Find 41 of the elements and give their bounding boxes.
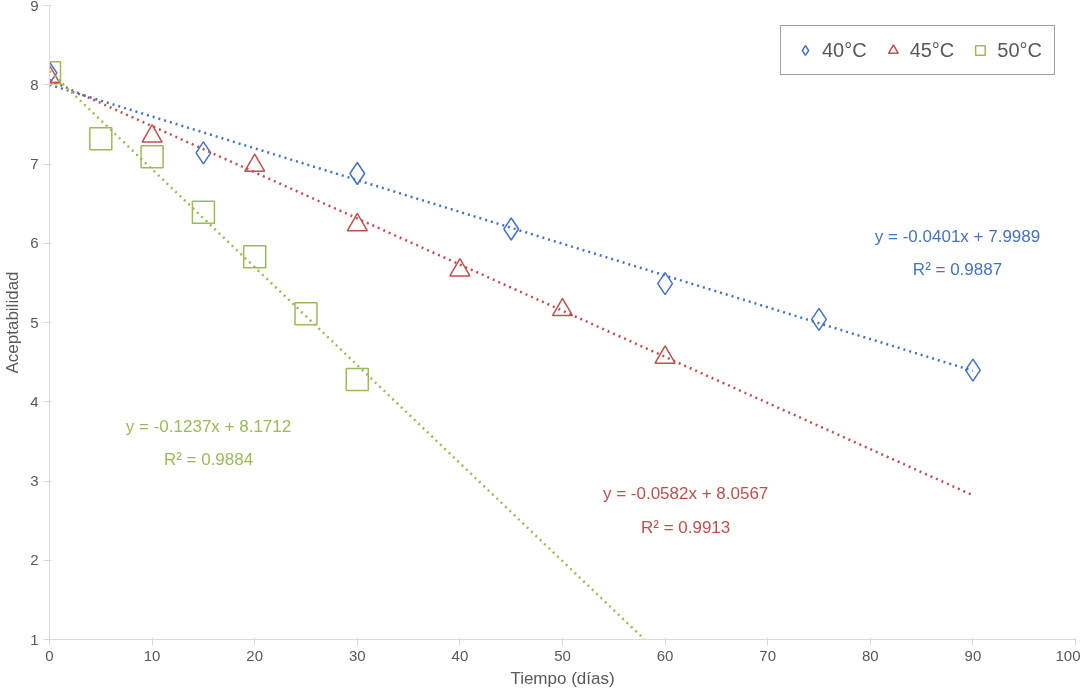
x-tick-label: 100: [1055, 646, 1081, 664]
annotation: R² = 0.9887: [912, 259, 1003, 279]
x-tick-label: 40: [451, 646, 469, 664]
point: [195, 141, 212, 165]
x-tick-label: 70: [759, 646, 777, 664]
y-tick-label: 4: [30, 392, 39, 410]
x-axis-title: Tiempo (días): [510, 668, 615, 688]
annotation: y = -0.0401x + 7.9989: [874, 227, 1041, 247]
point: [964, 358, 981, 382]
annotation: R² = 0.9913: [640, 518, 731, 538]
x-tick-label: 10: [143, 646, 161, 664]
legend-label: 40°C: [821, 38, 867, 62]
y-tick-label: 6: [30, 234, 39, 252]
x-tick-label: 60: [656, 646, 674, 664]
point: [140, 145, 164, 169]
x-tick-label: 0: [45, 646, 54, 664]
point: [89, 126, 113, 151]
y-axis-title: Aceptabilidad: [3, 271, 23, 374]
point: [503, 217, 520, 241]
annotation: R² = 0.9884: [163, 450, 254, 470]
y-tick-label: 3: [30, 472, 39, 489]
x-tick-label: 50: [554, 646, 571, 664]
legend-label: 45°C: [909, 38, 955, 62]
x-tick-label: 30: [348, 646, 366, 664]
point: [345, 367, 370, 392]
x-tick-label: 90: [964, 646, 982, 664]
y-tick-label: 5: [30, 313, 39, 331]
point: [810, 307, 828, 332]
annotation: y = -0.1237x + 8.1712: [125, 416, 292, 436]
legend-label: 50°C: [997, 38, 1042, 62]
y-tick-label: 7: [30, 155, 39, 172]
annotation: y = -0.0582x + 8.0567: [602, 484, 769, 504]
y-tick-label: 9: [30, 0, 39, 14]
x-tick-label: 80: [861, 646, 879, 664]
point: [242, 244, 267, 269]
x-tick-label: 20: [246, 646, 264, 664]
y-tick-label: 8: [30, 75, 39, 93]
y-tick-label: 1: [30, 630, 39, 648]
point: [191, 200, 216, 225]
y-tick-label: 2: [30, 551, 39, 569]
point: [294, 302, 318, 326]
